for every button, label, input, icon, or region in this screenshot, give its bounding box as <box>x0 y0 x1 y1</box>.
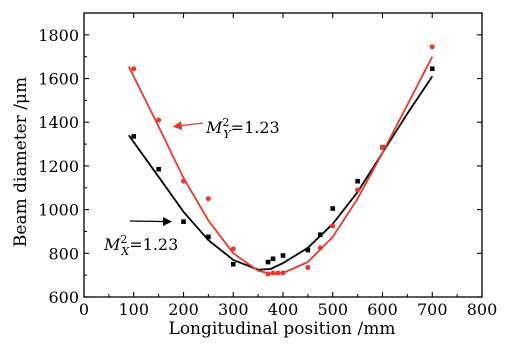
annotation-base: M <box>205 118 223 137</box>
x-tick-label: 600 <box>367 300 398 319</box>
data-point-y <box>205 196 211 202</box>
data-point-x <box>206 234 211 240</box>
y-tick-label: 800 <box>48 244 79 263</box>
x-tick-label: 800 <box>467 300 498 319</box>
y-axis-title: Beam diameter /μm <box>11 77 31 247</box>
data-point-y <box>131 66 137 72</box>
data-point-y <box>380 144 385 150</box>
data-point-x <box>330 206 336 211</box>
x-tick-label: 200 <box>168 300 199 319</box>
data-point-y <box>305 265 311 271</box>
data-point-x <box>181 219 186 224</box>
annotation-base: M <box>103 235 121 254</box>
y-tick-label: 600 <box>48 288 79 307</box>
y-tick-label: 1800 <box>38 26 79 45</box>
annotation-superscript: 2 <box>120 233 127 246</box>
data-point-x <box>270 256 276 262</box>
data-point-y <box>330 223 336 229</box>
annotation-arrow-x <box>129 216 172 227</box>
annotation-value: =1.23 <box>231 118 280 137</box>
data-point-y <box>280 270 286 276</box>
annotation-subscript: Y <box>223 128 232 141</box>
y-tick-label: 1400 <box>38 113 79 132</box>
annotation-label-x: M2 X=1.23 <box>103 233 178 258</box>
data-point-x <box>131 134 137 139</box>
data-point-x <box>305 247 311 253</box>
annotation-subscript: X <box>120 245 130 258</box>
data-point-y <box>317 245 323 251</box>
data-point-x <box>429 66 435 72</box>
data-point-y <box>355 187 361 193</box>
data-point-y <box>156 117 162 123</box>
annotation-superscript: 2 <box>222 116 229 129</box>
x-tick-label: 700 <box>417 300 448 319</box>
data-point-y <box>270 270 276 276</box>
annotation-arrow-y <box>172 121 204 131</box>
data-point-x <box>318 232 323 238</box>
data-point-x <box>355 178 360 184</box>
annotation-label-y: M2 Y=1.23 <box>205 116 280 141</box>
x-tick-label: 0 <box>79 300 89 319</box>
data-point-y <box>181 178 186 184</box>
data-point-y <box>275 270 281 276</box>
x-tick-label: 400 <box>268 300 299 319</box>
x-tick-label: 300 <box>218 300 249 319</box>
annotation-value: =1.23 <box>129 235 178 254</box>
y-tick-label: 1600 <box>38 70 79 89</box>
x-tick-label: 100 <box>118 300 149 319</box>
x-axis-title: Longitudinal position /mm <box>169 319 396 339</box>
data-point-x <box>265 259 271 265</box>
data-point-y <box>429 44 435 50</box>
data-point-x <box>280 253 286 258</box>
data-point-x <box>156 166 161 172</box>
y-tick-label: 1000 <box>38 201 79 220</box>
y-tick-label: 1200 <box>38 157 79 176</box>
x-tick-label: 500 <box>317 300 348 319</box>
data-point-y <box>265 271 271 277</box>
data-point-x <box>230 261 236 267</box>
data-point-y <box>230 246 236 252</box>
